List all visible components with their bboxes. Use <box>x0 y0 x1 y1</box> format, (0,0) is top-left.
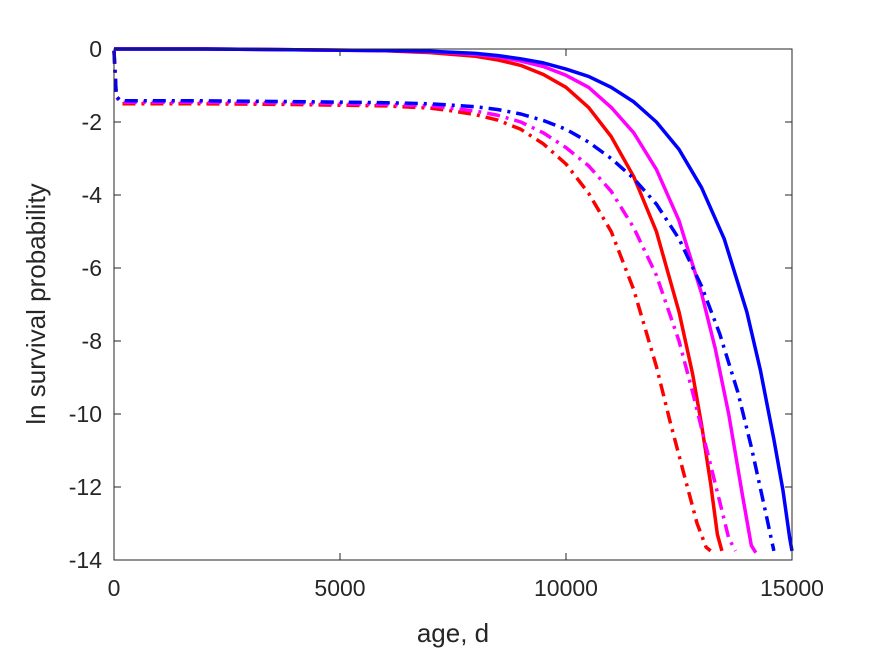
x-tick-label: 15000 <box>760 575 824 601</box>
y-tick-label: -4 <box>82 182 103 208</box>
x-tick-label: 5000 <box>314 575 365 601</box>
x-tick-label: 10000 <box>534 575 598 601</box>
tick-labels: 0 5000 10000 15000 0 -2 -4 -6 -8 -10 -12 -14 <box>69 36 824 601</box>
series-line-4 <box>112 50 712 553</box>
plot-background <box>114 49 792 560</box>
y-axis-title: ln survival probability <box>21 183 51 424</box>
y-tick-label: -14 <box>69 547 102 573</box>
plot-frame <box>113 48 793 561</box>
y-tick-label: -8 <box>82 328 102 354</box>
y-tick-label: -2 <box>82 109 102 135</box>
y-tick-label: 0 <box>89 36 102 62</box>
x-axis-title: age, d <box>417 618 489 648</box>
y-tick-label: -10 <box>69 401 102 427</box>
y-tick-label: -12 <box>69 474 102 500</box>
x-tick-label: 0 <box>108 575 121 601</box>
series-lines <box>112 47 794 554</box>
series-line-5 <box>112 50 738 552</box>
y-tick-label: -6 <box>82 255 102 281</box>
series-line-3 <box>114 47 794 552</box>
